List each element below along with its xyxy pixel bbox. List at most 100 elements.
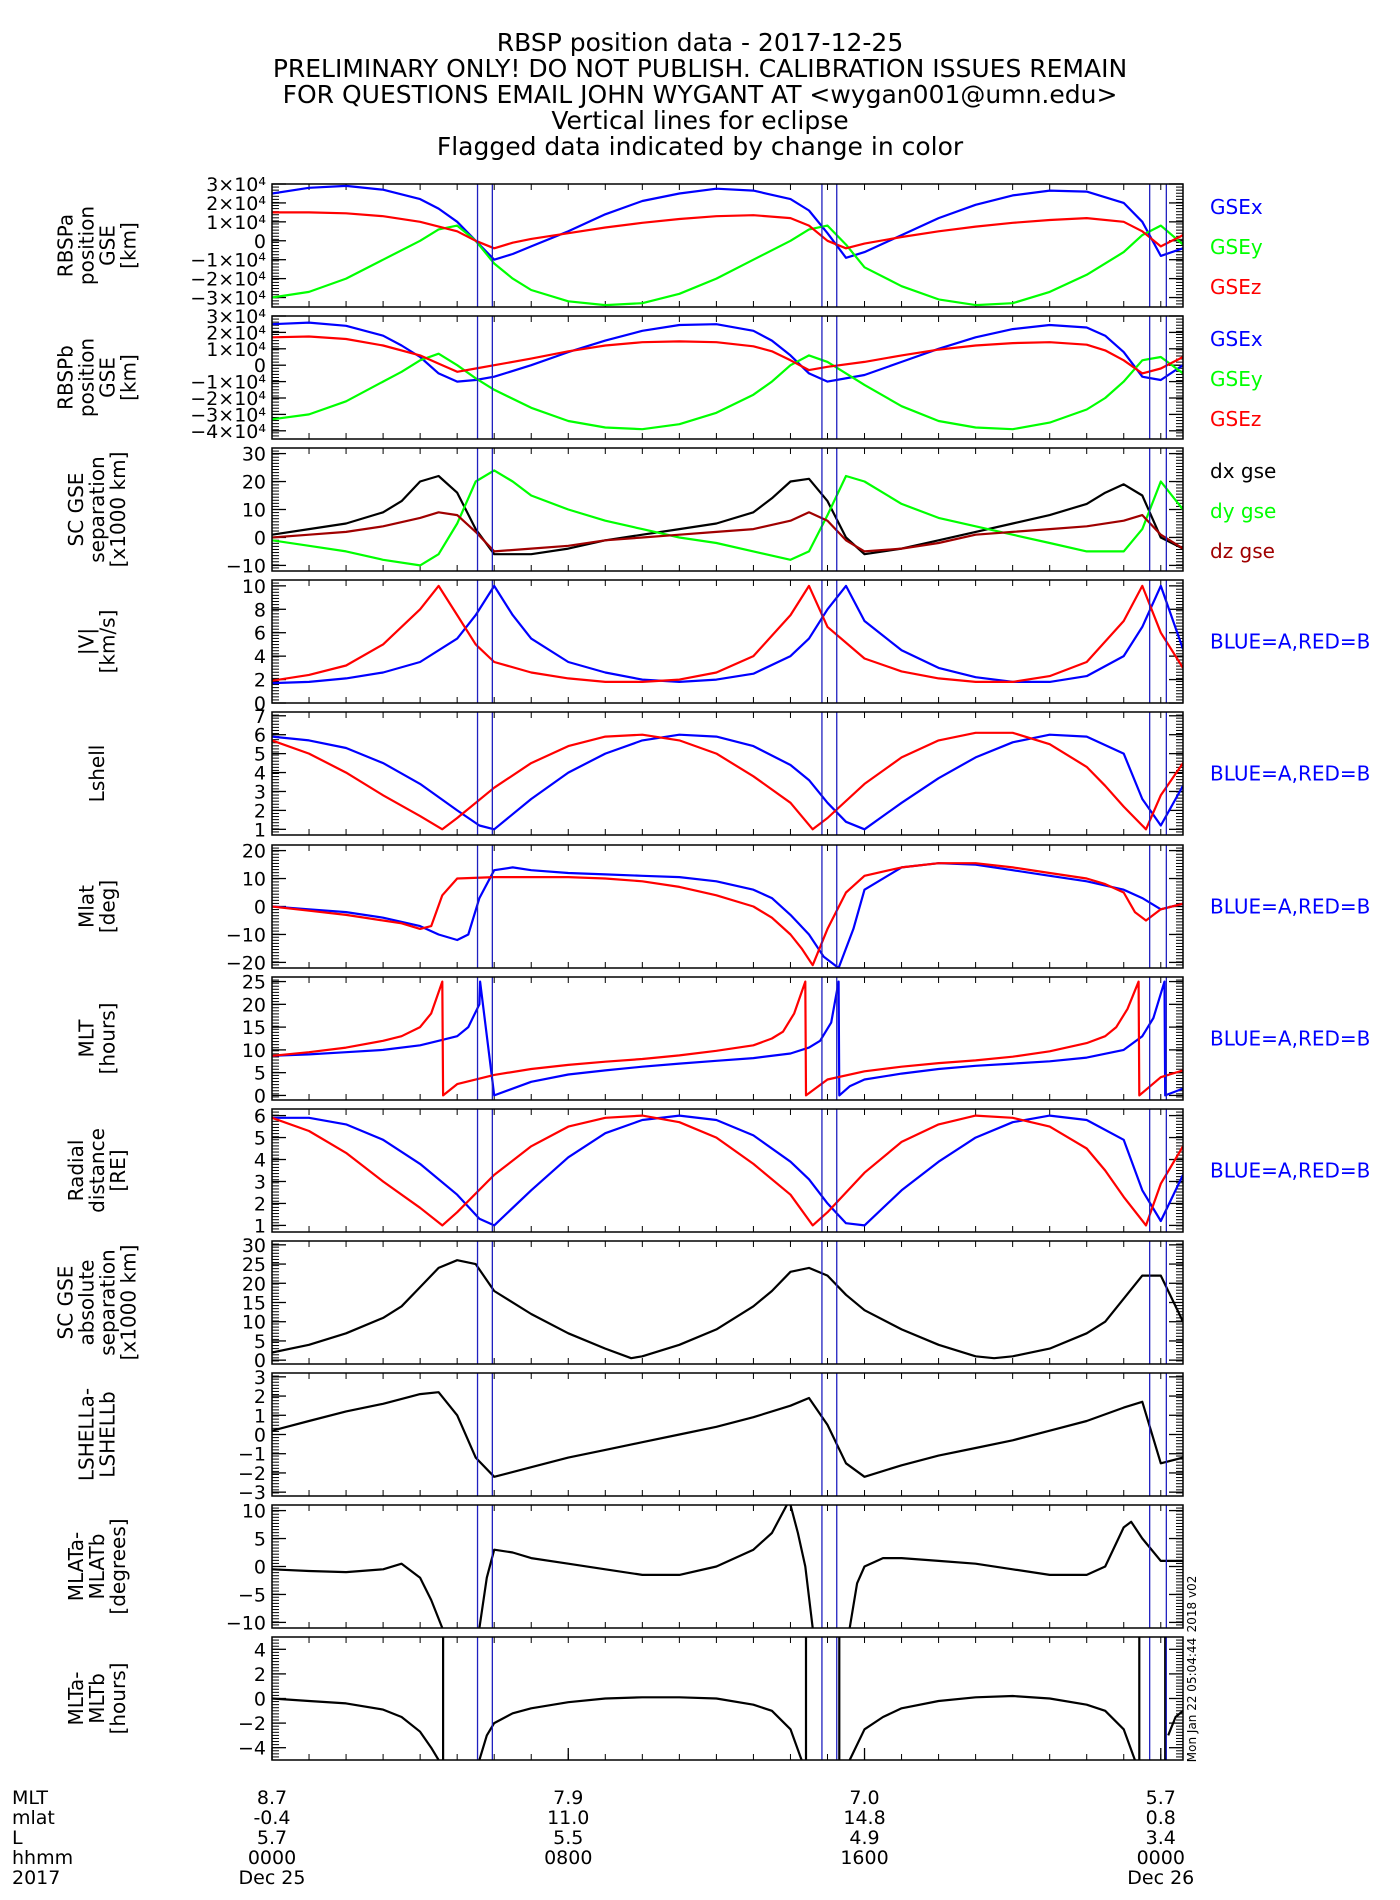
y-tick-label: 0 xyxy=(254,1557,266,1579)
y-axis-label: MLTa- xyxy=(64,1671,88,1725)
y-tick-label: 10 xyxy=(242,869,266,891)
x-row-value: 0800 xyxy=(544,1847,592,1869)
panel-frame xyxy=(271,579,1184,704)
y-axis-label: SC GSE xyxy=(64,473,88,547)
x-row-label: hhmm xyxy=(12,1847,73,1869)
x-row-value: -0.4 xyxy=(253,1807,290,1829)
y-tick-label: 10 xyxy=(242,1312,266,1334)
y-tick-label: −3 xyxy=(238,1482,266,1504)
y-tick-label: 5 xyxy=(254,1529,266,1551)
series-line-separation xyxy=(272,1259,1183,1360)
series-line-segment2 xyxy=(478,1505,788,1628)
timestamp-stamp: Mon Jan 22 05:04:44 xyxy=(1185,1638,1199,1762)
panel-frame xyxy=(271,1504,1184,1629)
y-tick-label: 30 xyxy=(242,444,266,466)
x-row-value: 3.4 xyxy=(1146,1827,1176,1849)
y-tick-label: 0 xyxy=(254,527,266,549)
y-tick-label: 3 xyxy=(254,781,266,803)
panel-frame xyxy=(271,1240,1184,1365)
panel-frame xyxy=(271,1636,1184,1761)
y-tick-label: 20 xyxy=(242,1273,266,1295)
title-line-2: PRELIMINARY ONLY! DO NOT PUBLISH. CALIBR… xyxy=(272,54,1128,83)
y-tick-label: 0 xyxy=(254,231,266,253)
y-tick-label: −10 xyxy=(226,555,266,577)
y-axis-label: SC GSE xyxy=(54,1266,78,1340)
y-tick-label: 2 xyxy=(254,1664,266,1686)
y-tick-label: 1 xyxy=(254,1405,266,1427)
y-axis-label: [RE] xyxy=(106,1149,130,1191)
y-tick-label: 2×10⁴ xyxy=(206,193,266,215)
x-row-label: L xyxy=(12,1827,23,1849)
panel-11: 10 5 0 −5 −10 MLATa-MLATb[degrees] xyxy=(64,1501,1184,1634)
y-tick-label: −10 xyxy=(226,924,266,946)
y-axis-label: separation xyxy=(85,456,109,562)
y-tick-label: 1 xyxy=(254,1215,266,1237)
x-row-value: 0000 xyxy=(1137,1847,1185,1869)
title-line-5: Flagged data indicated by change in colo… xyxy=(436,132,964,161)
version-stamp: 2018 v02 xyxy=(1185,1576,1199,1633)
legend-GSEy: GSEy xyxy=(1210,367,1263,391)
x-row-value: 7.9 xyxy=(553,1787,583,1809)
y-axis-label: [km/s] xyxy=(96,610,120,674)
y-axis-label: [x1000 km] xyxy=(117,1245,141,1361)
y-tick-label: 1×10⁴ xyxy=(206,339,266,361)
y-tick-label: 0 xyxy=(254,693,266,715)
y-tick-label: 3 xyxy=(254,1171,266,1193)
x-row-value: 1600 xyxy=(840,1847,888,1869)
y-axis-label: GSE xyxy=(96,357,120,398)
panel-frame xyxy=(271,844,1184,969)
panel-frame xyxy=(271,1372,1184,1497)
y-tick-label: 3×10⁴ xyxy=(206,306,266,328)
y-tick-label: 2 xyxy=(254,670,266,692)
y-tick-label: 6 xyxy=(254,725,266,747)
y-tick-label: 3 xyxy=(254,1367,266,1389)
y-tick-label: 5 xyxy=(254,1128,266,1150)
y-axis-label: [km] xyxy=(117,354,141,401)
y-tick-label: 25 xyxy=(242,1254,266,1276)
y-tick-label: 30 xyxy=(242,1235,266,1257)
y-tick-label: −2×10⁴ xyxy=(190,388,266,410)
y-axis-label: separation xyxy=(96,1249,120,1355)
series-line-B xyxy=(272,731,1183,831)
y-axis-label: [hours] xyxy=(96,1003,120,1075)
series-line-A xyxy=(272,733,1183,831)
panel-frame xyxy=(271,1108,1184,1233)
y-tick-label: −5 xyxy=(238,1584,266,1606)
y-tick-label: 10 xyxy=(242,1040,266,1062)
panel-12: 4 2 0−2 −4 MLTa-MLTb[hours] xyxy=(64,1636,1184,1761)
series-line-A xyxy=(272,980,1183,1097)
series-line-difference xyxy=(272,1391,1183,1478)
y-axis-label: GSE xyxy=(96,225,120,266)
y-tick-label: 3×10⁴ xyxy=(206,174,266,196)
y-tick-label: −3×10⁴ xyxy=(190,288,266,310)
y-tick-label: 0 xyxy=(254,1350,266,1372)
series-line-GSEx xyxy=(272,321,1183,383)
y-tick-label: 10 xyxy=(242,576,266,598)
legend-GSEz: GSEz xyxy=(1210,407,1261,431)
y-tick-label: −2×10⁴ xyxy=(190,269,266,291)
y-tick-label: 4 xyxy=(254,1639,266,1661)
x-row-value: 5.7 xyxy=(257,1827,287,1849)
x-row-label: 2017 xyxy=(12,1867,60,1889)
y-axis-label: [hours] xyxy=(106,1663,130,1735)
series-line-dy-gse xyxy=(272,469,1183,567)
y-tick-label: 2 xyxy=(254,1193,266,1215)
y-tick-label: 5 xyxy=(254,1331,266,1353)
y-axis-label: MLATb xyxy=(85,1534,109,1600)
legend-GSEx: GSEx xyxy=(1210,195,1263,219)
series-line-segment3 xyxy=(478,1696,803,1760)
y-axis-label: [degrees] xyxy=(106,1518,130,1614)
series-line-segment1 xyxy=(272,1562,444,1628)
y-tick-label: 10 xyxy=(242,1501,266,1523)
series-line-GSEy xyxy=(272,352,1183,431)
y-axis-label: LSHELLa- xyxy=(75,1388,99,1481)
panel-frame xyxy=(271,976,1184,1101)
series-line-B xyxy=(272,980,1183,1097)
series-line-segment3 xyxy=(789,1505,814,1628)
series-line-B xyxy=(272,584,1183,684)
y-tick-label: −3×10⁴ xyxy=(190,404,266,426)
